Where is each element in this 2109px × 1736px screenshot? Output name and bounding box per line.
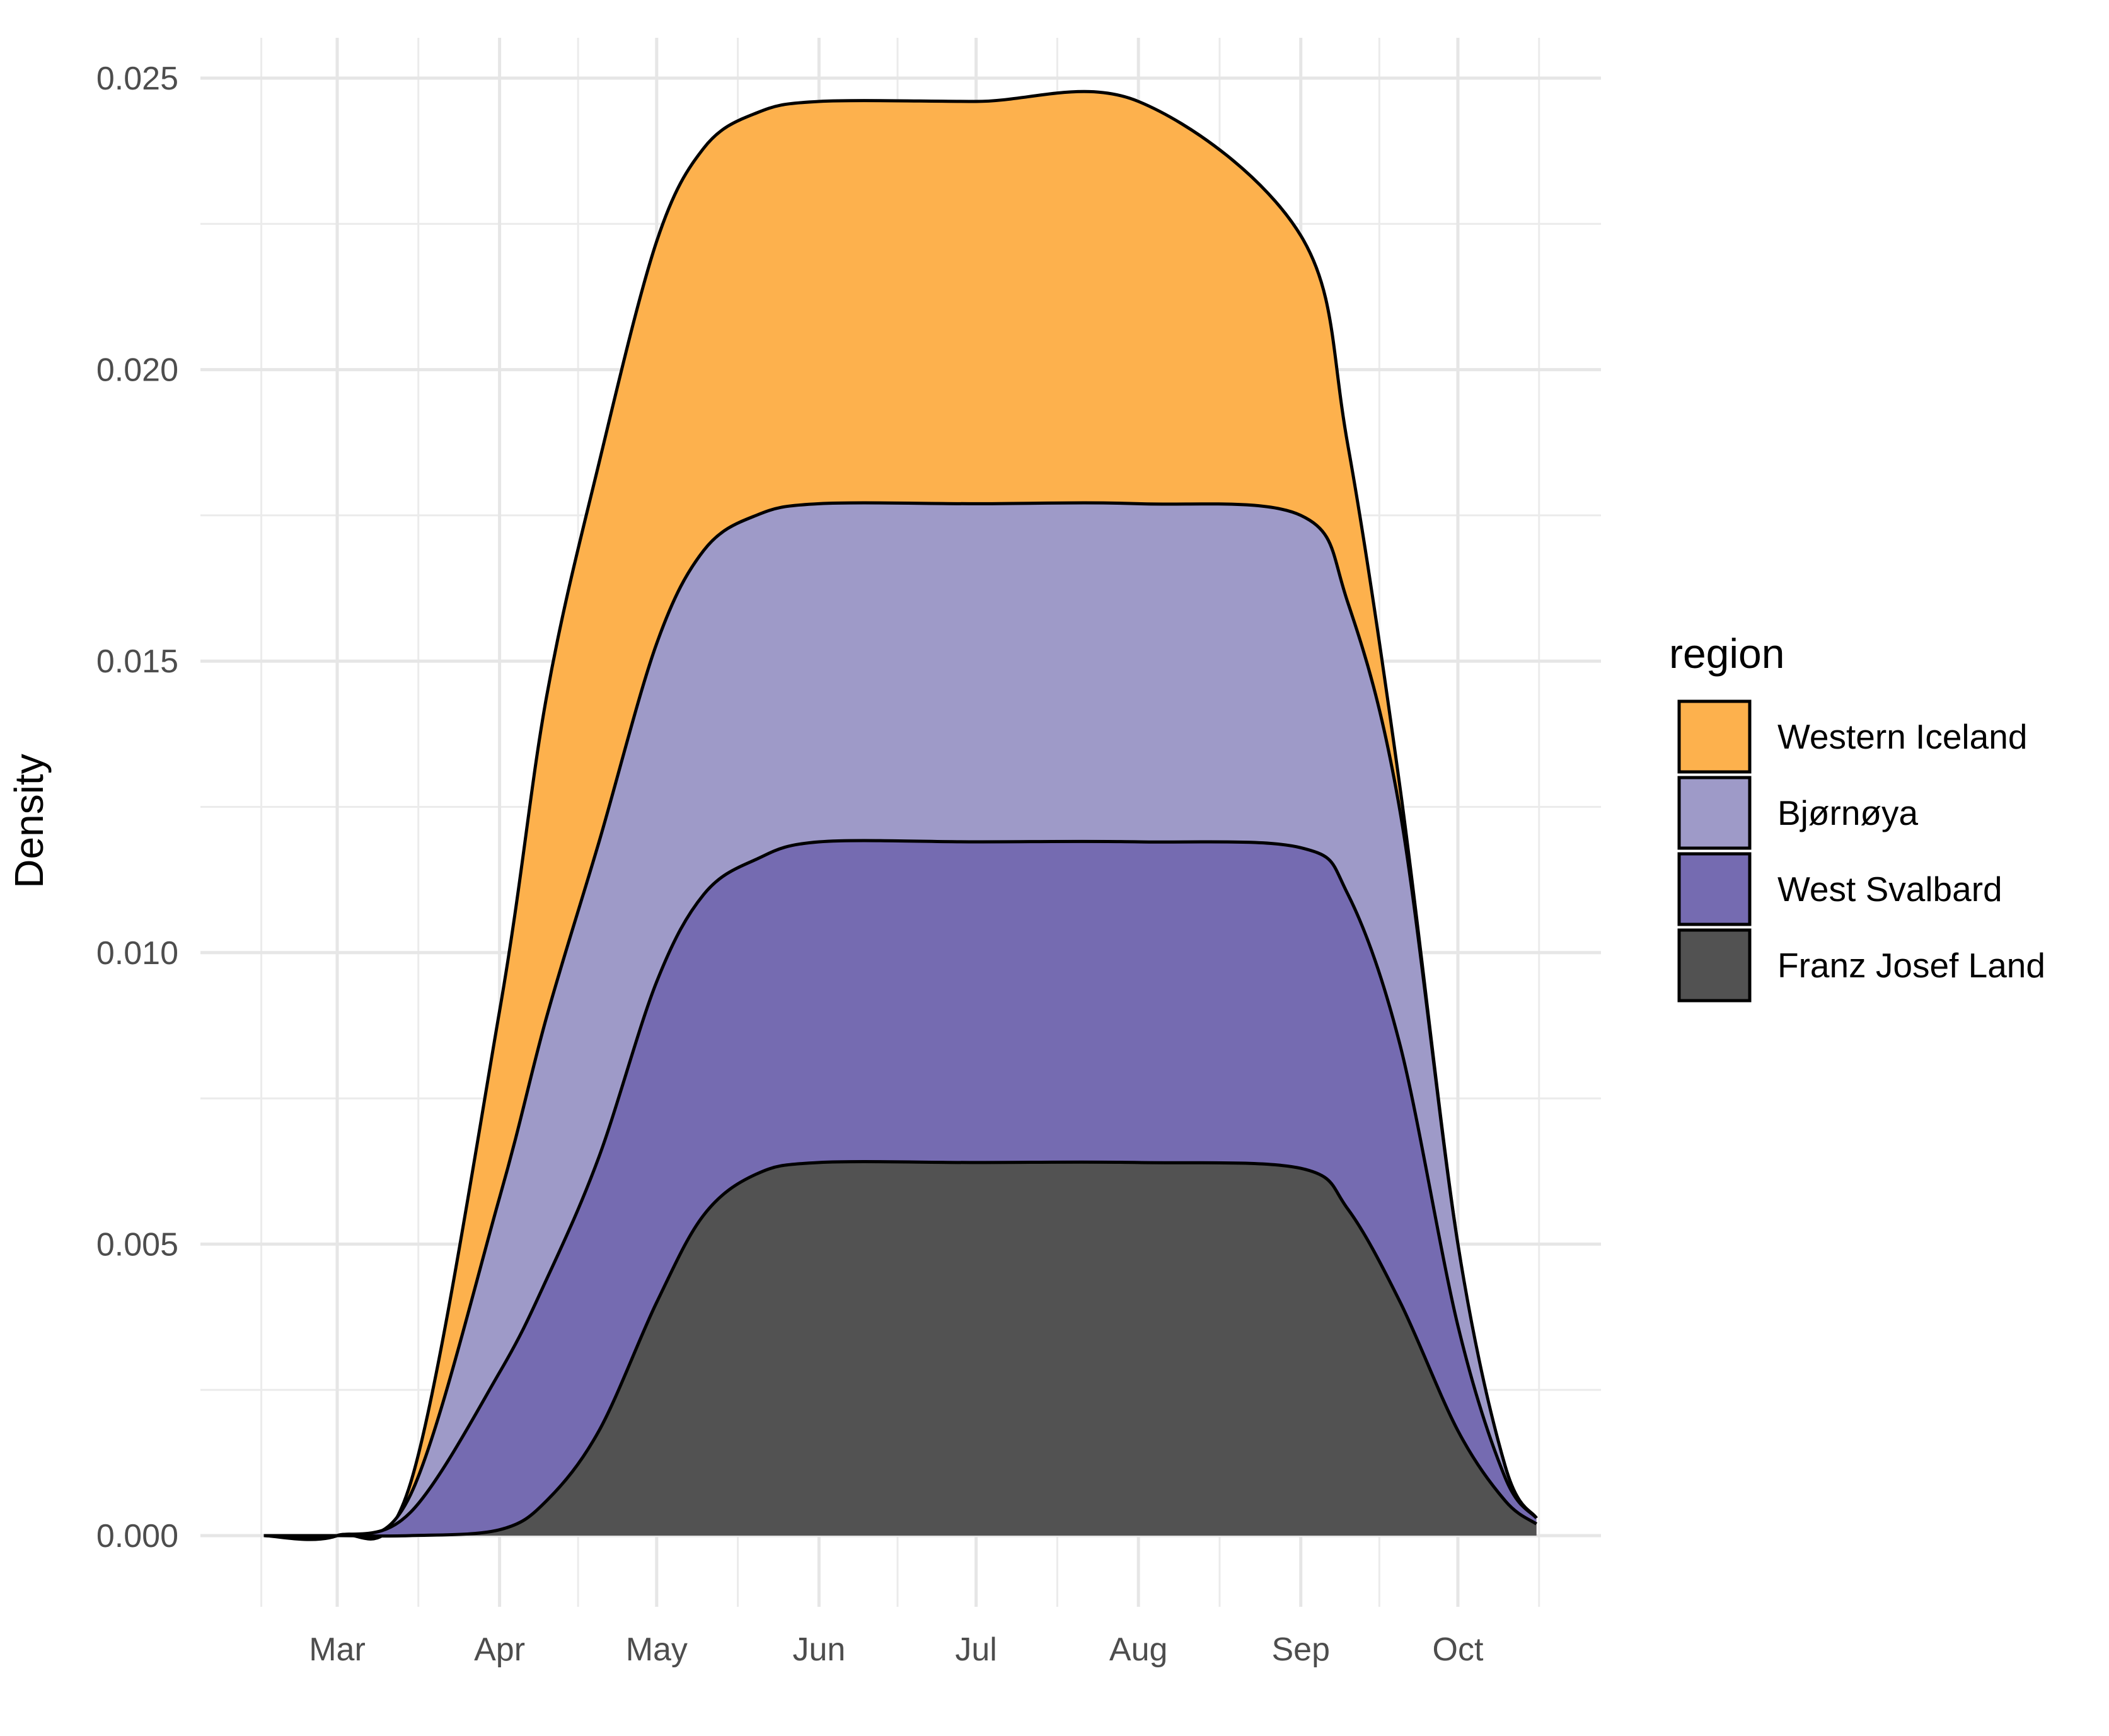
legend-label: Franz Josef Land bbox=[1777, 946, 2045, 985]
legend: region Western Iceland Bjørnøya West Svalb… bbox=[1669, 630, 2045, 1003]
y-tick-label: 0.025 bbox=[96, 60, 178, 97]
area-outline-0 bbox=[263, 1160, 1538, 1538]
x-tick-label: Mar bbox=[309, 1631, 366, 1668]
stacked-areas bbox=[263, 89, 1538, 1541]
x-tick-label: Sep bbox=[1271, 1631, 1330, 1668]
legend-label: Western Iceland bbox=[1777, 717, 2027, 756]
y-tick-label: 0.010 bbox=[96, 935, 178, 972]
area-outline-2 bbox=[263, 501, 1538, 1541]
legend-swatch bbox=[1677, 699, 1752, 774]
legend-swatch bbox=[1677, 928, 1752, 1003]
x-tick-label: Jul bbox=[955, 1631, 997, 1668]
legend-label: Bjørnøya bbox=[1777, 793, 1919, 832]
legend-title: region bbox=[1669, 630, 1784, 677]
x-tick-label: Apr bbox=[474, 1631, 525, 1668]
legend-swatch bbox=[1677, 852, 1752, 926]
y-axis-title: Density bbox=[6, 754, 52, 888]
x-tick-label: Oct bbox=[1433, 1631, 1484, 1668]
y-tick-label: 0.000 bbox=[96, 1518, 178, 1555]
x-axis-ticks: Mar Apr May Jun Jul Aug Sep Oct bbox=[309, 1631, 1484, 1668]
x-tick-label: Jun bbox=[792, 1631, 845, 1668]
y-tick-label: 0.015 bbox=[96, 643, 178, 680]
legend-swatch bbox=[1677, 776, 1752, 850]
y-tick-label: 0.020 bbox=[96, 352, 178, 389]
area-franz-josef-land bbox=[263, 1161, 1537, 1536]
y-axis-ticks: 0.000 0.005 0.010 0.015 0.020 0.025 bbox=[96, 60, 178, 1555]
x-tick-label: Aug bbox=[1109, 1631, 1168, 1668]
area-outline-1 bbox=[263, 839, 1538, 1539]
x-tick-label: May bbox=[626, 1631, 688, 1668]
legend-label: West Svalbard bbox=[1777, 870, 2002, 909]
y-tick-label: 0.005 bbox=[96, 1226, 178, 1263]
